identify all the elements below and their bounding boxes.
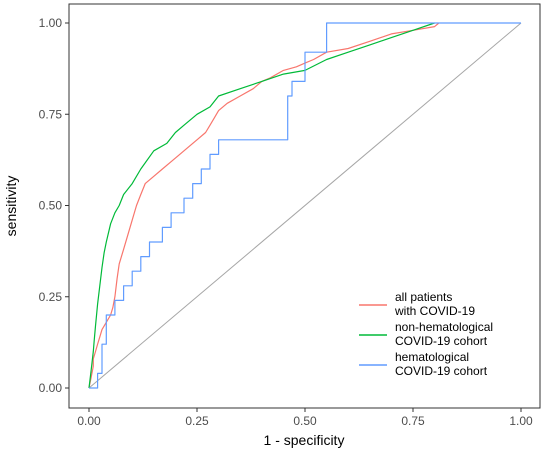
legend-item-3: hematological COVID-19 cohort (359, 350, 488, 378)
legend-label-line: all patients (395, 290, 452, 304)
x-axis-ticks: 0.00 0.25 0.50 0.75 1.00 (77, 408, 533, 428)
legend-label-line: non-hematological (395, 320, 493, 334)
y-tick-label: 0.75 (39, 107, 63, 121)
y-axis-ticks: 0.00 0.25 0.50 0.75 1.00 (39, 16, 69, 395)
x-tick-label: 1.00 (509, 414, 533, 428)
y-tick-label: 0.50 (39, 199, 63, 213)
x-tick-label: 0.75 (401, 414, 425, 428)
legend-item-2: non-hematological COVID-19 cohort (359, 320, 493, 348)
legend-label-line: COVID-19 cohort (395, 364, 488, 378)
x-tick-label: 0.00 (77, 414, 101, 428)
legend-label-line: hematological (395, 350, 469, 364)
roc-curve-1 (88, 22, 440, 389)
x-tick-label: 0.50 (293, 414, 317, 428)
reference-diagonal-layer (88, 22, 522, 389)
x-axis-title: 1 - specificity (264, 432, 345, 448)
roc-curves-layer (88, 22, 521, 389)
y-axis-title: sensitivity (3, 176, 19, 237)
y-tick-label: 0.25 (39, 290, 63, 304)
reference-diagonal-line (88, 22, 522, 389)
roc-curve-2 (88, 22, 435, 389)
legend-label-line: with COVID-19 (394, 304, 475, 318)
y-tick-label: 0.00 (39, 381, 63, 395)
legend-item-1: all patients with COVID-19 (359, 290, 475, 318)
legend: all patients with COVID-19non-hematologi… (359, 290, 493, 378)
roc-curve-3 (89, 22, 521, 389)
y-tick-label: 1.00 (39, 16, 63, 30)
legend-label-line: COVID-19 cohort (395, 334, 488, 348)
x-tick-label: 0.25 (185, 414, 209, 428)
